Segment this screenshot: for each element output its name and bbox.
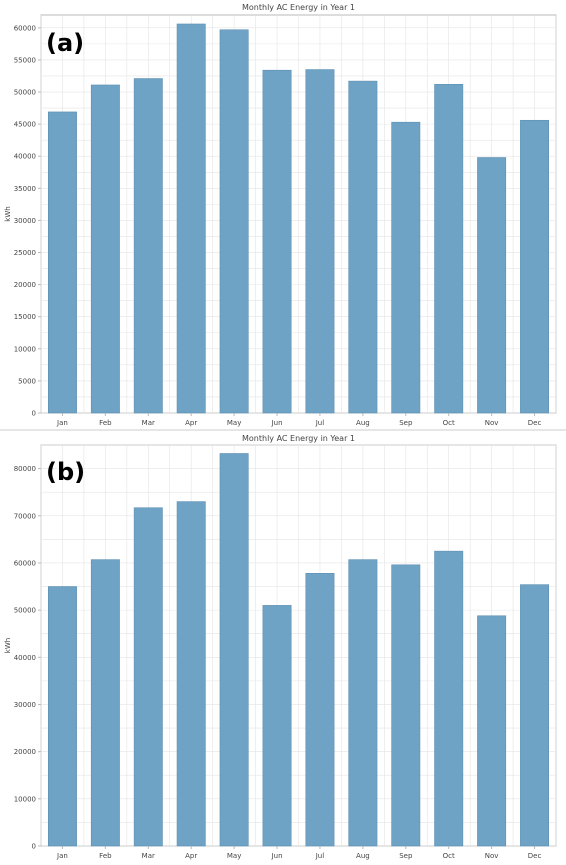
x-tick-label: Jan xyxy=(56,852,68,860)
bar-nov xyxy=(477,157,507,414)
y-tick-label: 25000 xyxy=(14,249,36,257)
bar-nov xyxy=(477,615,507,847)
y-tick-label: 15000 xyxy=(14,313,36,321)
chart-panel-a: Monthly AC Energy in Year 1 0 5000 10000 150… xyxy=(0,0,566,430)
bar-apr xyxy=(176,23,206,414)
bar-jan xyxy=(47,586,77,847)
bar-feb xyxy=(90,84,120,414)
bar-may xyxy=(219,453,249,847)
x-tick-label: Feb xyxy=(99,852,112,860)
bar-jul xyxy=(305,573,335,847)
x-tick-label: Nov xyxy=(485,852,499,860)
y-tick-label: 70000 xyxy=(14,512,36,520)
bar-mar xyxy=(133,507,163,847)
x-tick-label: Sep xyxy=(399,419,413,427)
y-tick-label: 10000 xyxy=(14,345,36,353)
y-axis-label: kWh xyxy=(4,206,12,221)
y-tick-label: 30000 xyxy=(14,217,36,225)
x-tick-label: Mar xyxy=(142,419,155,427)
bar-feb xyxy=(90,559,120,847)
bar-may xyxy=(219,29,249,414)
bar-oct xyxy=(434,84,464,414)
y-tick-label: 55000 xyxy=(14,56,36,64)
chart-b: Monthly AC Energy in Year 1 0 10000 20000 30… xyxy=(4,434,557,860)
panel-divider xyxy=(0,429,566,431)
x-tick-label: Jun xyxy=(271,852,283,860)
bar-jun xyxy=(262,69,292,414)
y-axis-label: kWh xyxy=(4,638,12,653)
x-tick-label: Apr xyxy=(185,419,197,427)
x-tick-label: Apr xyxy=(185,852,197,860)
y-tick-label: 60000 xyxy=(14,24,36,32)
bar-aug xyxy=(348,80,378,414)
bar-mar xyxy=(133,78,163,414)
y-tick-label: 0 xyxy=(32,843,36,851)
x-tick-label: Aug xyxy=(356,852,370,860)
panel-label: (a) xyxy=(46,29,84,57)
y-tick-label: 40000 xyxy=(14,153,36,161)
x-tick-label: Aug xyxy=(356,419,370,427)
y-tick-label: 80000 xyxy=(14,465,36,473)
y-tick-label: 10000 xyxy=(14,795,36,803)
y-tick-label: 0 xyxy=(32,410,36,418)
x-tick-label: Jun xyxy=(271,419,283,427)
x-tick-label: Sep xyxy=(399,852,413,860)
bar-sep xyxy=(391,121,421,414)
y-tick-label: 45000 xyxy=(14,121,36,129)
chart-a: Monthly AC Energy in Year 1 0 5000 10000 150… xyxy=(4,3,557,427)
bar-sep xyxy=(391,564,421,847)
y-tick-label: 35000 xyxy=(14,185,36,193)
x-tick-label: Jan xyxy=(56,419,68,427)
y-tick-label: 5000 xyxy=(18,377,36,385)
bar-jul xyxy=(305,69,335,414)
y-tick-label: 20000 xyxy=(14,748,36,756)
x-tick-label: Oct xyxy=(443,419,455,427)
bar-jun xyxy=(262,605,292,847)
y-tick-label: 50000 xyxy=(14,89,36,97)
x-tick-label: May xyxy=(227,852,241,860)
bar-dec xyxy=(520,584,550,847)
chart-title: Monthly AC Energy in Year 1 xyxy=(242,3,355,12)
bar-jan xyxy=(47,111,77,414)
x-tick-label: Dec xyxy=(528,852,542,860)
bar-apr xyxy=(176,501,206,847)
y-tick-label: 60000 xyxy=(14,559,36,567)
y-tick-label: 30000 xyxy=(14,701,36,709)
x-tick-label: Jul xyxy=(315,419,325,427)
x-tick-label: Feb xyxy=(99,419,112,427)
x-tick-label: Oct xyxy=(443,852,455,860)
bar-aug xyxy=(348,559,378,847)
y-tick-label: 50000 xyxy=(14,607,36,615)
chart-title: Monthly AC Energy in Year 1 xyxy=(242,434,355,443)
x-tick-label: Mar xyxy=(142,852,155,860)
y-tick-label: 20000 xyxy=(14,281,36,289)
bar-dec xyxy=(520,119,550,414)
panel-label: (b) xyxy=(46,458,85,486)
bar-oct xyxy=(434,550,464,847)
x-tick-label: Dec xyxy=(528,419,542,427)
y-tick-label: 40000 xyxy=(14,654,36,662)
chart-panel-b: Monthly AC Energy in Year 1 0 10000 20000 30… xyxy=(0,431,566,861)
x-tick-label: May xyxy=(227,419,241,427)
x-tick-label: Jul xyxy=(315,852,325,860)
x-tick-label: Nov xyxy=(485,419,499,427)
